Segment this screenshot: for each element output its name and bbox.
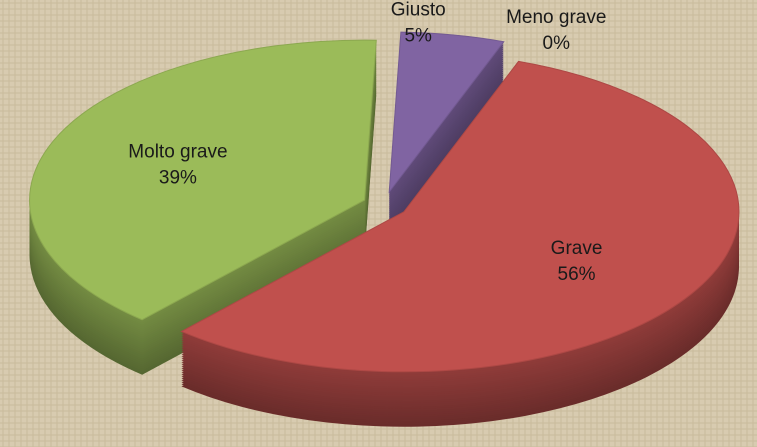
slice <box>29 39 377 321</box>
slice-value-label: 0% <box>543 33 571 54</box>
slice-value-label: 5% <box>404 25 432 46</box>
slice-label: Giusto <box>391 0 446 20</box>
slice-label: Grave <box>551 238 603 259</box>
slice-value-label: 56% <box>558 264 596 285</box>
slice-label: Meno grave <box>506 7 606 28</box>
slice-value-label: 39% <box>159 167 197 188</box>
slice <box>180 60 740 373</box>
slice <box>388 31 505 194</box>
slice-label: Molto grave <box>128 141 227 162</box>
